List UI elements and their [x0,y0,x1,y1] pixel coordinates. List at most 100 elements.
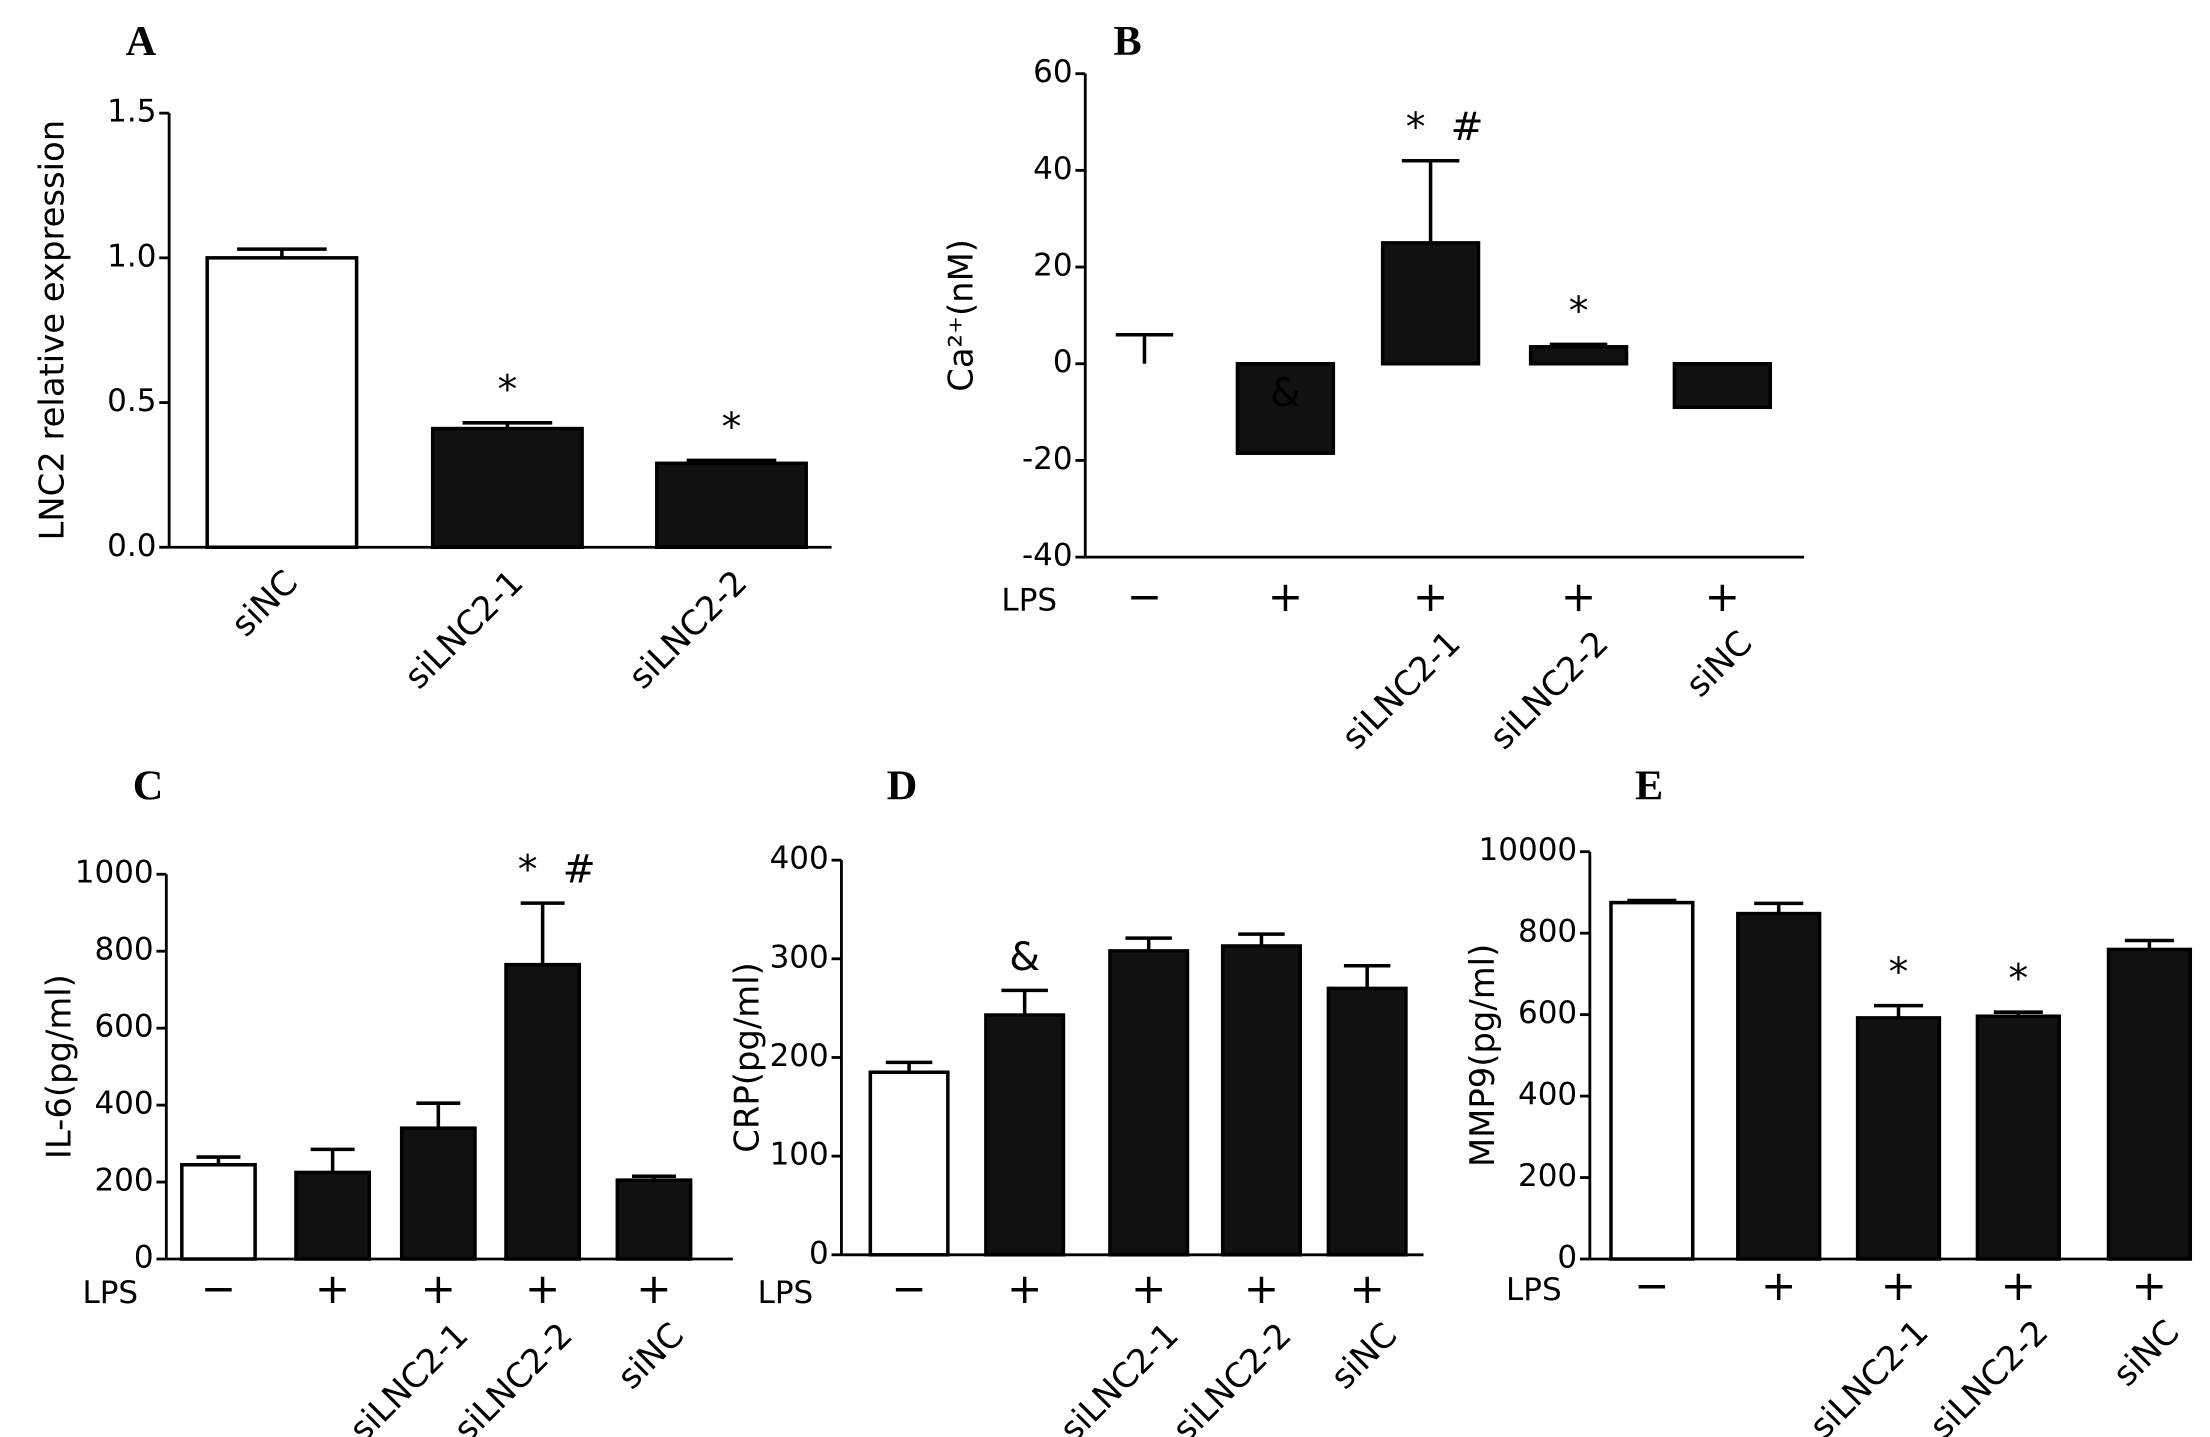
panel-label: E [1635,762,1663,809]
bar [180,1162,257,1261]
y-tick-label: 0 [809,1235,829,1271]
lps-sign: + [421,1264,456,1313]
x-tick-label: siNC [610,1315,691,1396]
lps-sign: + [2132,1261,2167,1310]
bar [294,1170,372,1261]
lps-label: LPS [1506,1272,1562,1308]
x-tick-label: siLNC2-1 [397,563,531,697]
bar [615,1178,693,1261]
y-tick-label: 400 [770,841,829,877]
annotation: & [1009,934,1040,980]
x-tick-label: siNC [1678,623,1759,704]
x-tick-label: siLNC2-2 [621,563,755,697]
bar [1855,1016,1942,1261]
annotation: * # [518,847,596,893]
lps-sign: + [1268,572,1303,621]
bar [1528,345,1629,366]
lps-sign: + [1349,1264,1384,1313]
y-tick-label: 600 [94,1009,153,1045]
x-tick-label: siNC [224,563,305,644]
annotation: * # [1406,104,1484,150]
lps-sign: + [315,1264,350,1313]
lps-sign: + [1007,1264,1042,1313]
bar [1235,361,1336,455]
y-tick-label: 100 [770,1137,829,1173]
bar [655,461,808,550]
y-axis-label: IL-6(pg/ml) [39,974,78,1159]
y-tick-label: 1000 [75,855,154,891]
bar [1736,911,1822,1261]
lps-sign: + [1705,572,1740,621]
y-tick-label: 800 [94,932,153,968]
bar [1975,1014,2061,1261]
y-tick-label: 0 [1557,1240,1577,1276]
bar [1108,949,1190,1257]
x-tick-label: siLNC2-2 [1922,1312,2056,1437]
x-tick-label: siNC [2105,1312,2186,1393]
y-tick-label: 1.0 [107,238,156,274]
bar [1609,900,1695,1261]
bar [1672,361,1773,410]
annotation: & [1270,370,1301,416]
annotation: * [2008,956,2028,1002]
lps-label: LPS [758,1275,814,1311]
x-tick-label: siLNC2-2 [1165,1315,1299,1437]
lps-sign: + [1244,1264,1279,1313]
annotation: * [1889,949,1909,995]
lps-sign: − [201,1264,236,1313]
y-tick-label: 0 [134,1240,154,1276]
y-tick-label: 200 [94,1163,153,1199]
lps-sign: + [2001,1261,2036,1310]
x-tick-label: siLNC2-1 [1334,623,1468,757]
lps-sign: − [891,1264,926,1313]
lps-sign: + [1761,1261,1796,1310]
annotation: * [722,404,742,450]
y-axis-label: MMP9(pg/ml) [1463,944,1502,1167]
y-tick-label: -20 [1022,441,1073,477]
lps-sign: + [1413,572,1448,621]
y-tick-label: 60 [1033,54,1072,90]
lps-sign: + [1561,572,1596,621]
y-axis-label: Ca²⁺(nM) [942,239,981,392]
panel-label: C [133,762,164,809]
x-tick-label: siLNC2-2 [1482,623,1616,757]
bar [1380,241,1481,366]
y-tick-label: 200 [770,1038,829,1074]
y-tick-label: 600 [1518,995,1577,1031]
y-tick-label: 0 [1053,344,1073,380]
y-tick-label: 0.5 [107,383,156,419]
x-tick-label: siNC [1323,1315,1404,1396]
panel-label: A [126,18,157,65]
lps-label: LPS [1001,583,1057,619]
bar [984,1013,1066,1257]
bar [430,426,584,550]
panel-label: B [1113,18,1141,65]
y-tick-label: 20 [1033,248,1072,284]
annotation: * [498,366,518,412]
bar [868,1070,950,1257]
bar [1220,944,1302,1257]
y-tick-label: -40 [1022,538,1073,574]
panel-label: D [887,762,918,809]
y-tick-label: 10000 [1479,832,1578,868]
y-tick-label: 400 [94,1086,153,1122]
lps-sign: + [636,1264,671,1313]
lps-sign: + [525,1264,560,1313]
lps-sign: + [1131,1264,1166,1313]
x-tick-label: siLNC2-1 [1802,1312,1936,1437]
y-tick-label: 1.5 [107,94,156,130]
y-tick-label: 400 [1518,1077,1577,1113]
lps-sign: − [1127,572,1162,621]
bar [504,962,582,1261]
lps-sign: − [1634,1261,1669,1310]
y-tick-label: 40 [1033,151,1072,187]
lps-label: LPS [82,1275,138,1311]
lps-sign: + [1881,1261,1916,1310]
y-axis-label: LNC2 relative expression [32,120,71,541]
annotation: * [1569,288,1589,334]
y-tick-label: 300 [770,939,829,975]
y-axis-label: CRP(pg/ml) [727,962,766,1153]
bar [2106,947,2193,1261]
bar [205,256,359,550]
